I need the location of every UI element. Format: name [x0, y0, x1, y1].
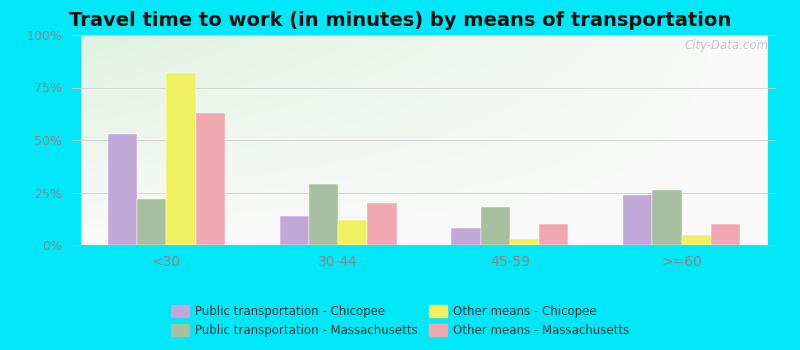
Bar	[138, 199, 166, 245]
Bar	[367, 203, 397, 245]
Bar	[338, 220, 367, 245]
Bar	[451, 228, 481, 245]
Bar	[481, 207, 510, 245]
Bar	[539, 224, 568, 245]
Bar	[710, 224, 740, 245]
Bar	[652, 190, 682, 245]
Bar	[280, 216, 309, 245]
Bar	[309, 184, 338, 245]
Bar	[510, 239, 539, 245]
Bar	[623, 195, 652, 245]
Bar	[108, 134, 138, 245]
Text: City-Data.com: City-Data.com	[685, 39, 769, 52]
Bar	[682, 234, 710, 245]
Bar	[196, 113, 225, 245]
Bar	[166, 73, 196, 245]
Legend: Public transportation - Chicopee, Public transportation - Massachusetts, Other m: Public transportation - Chicopee, Public…	[167, 302, 633, 341]
Text: Travel time to work (in minutes) by means of transportation: Travel time to work (in minutes) by mean…	[69, 10, 731, 29]
